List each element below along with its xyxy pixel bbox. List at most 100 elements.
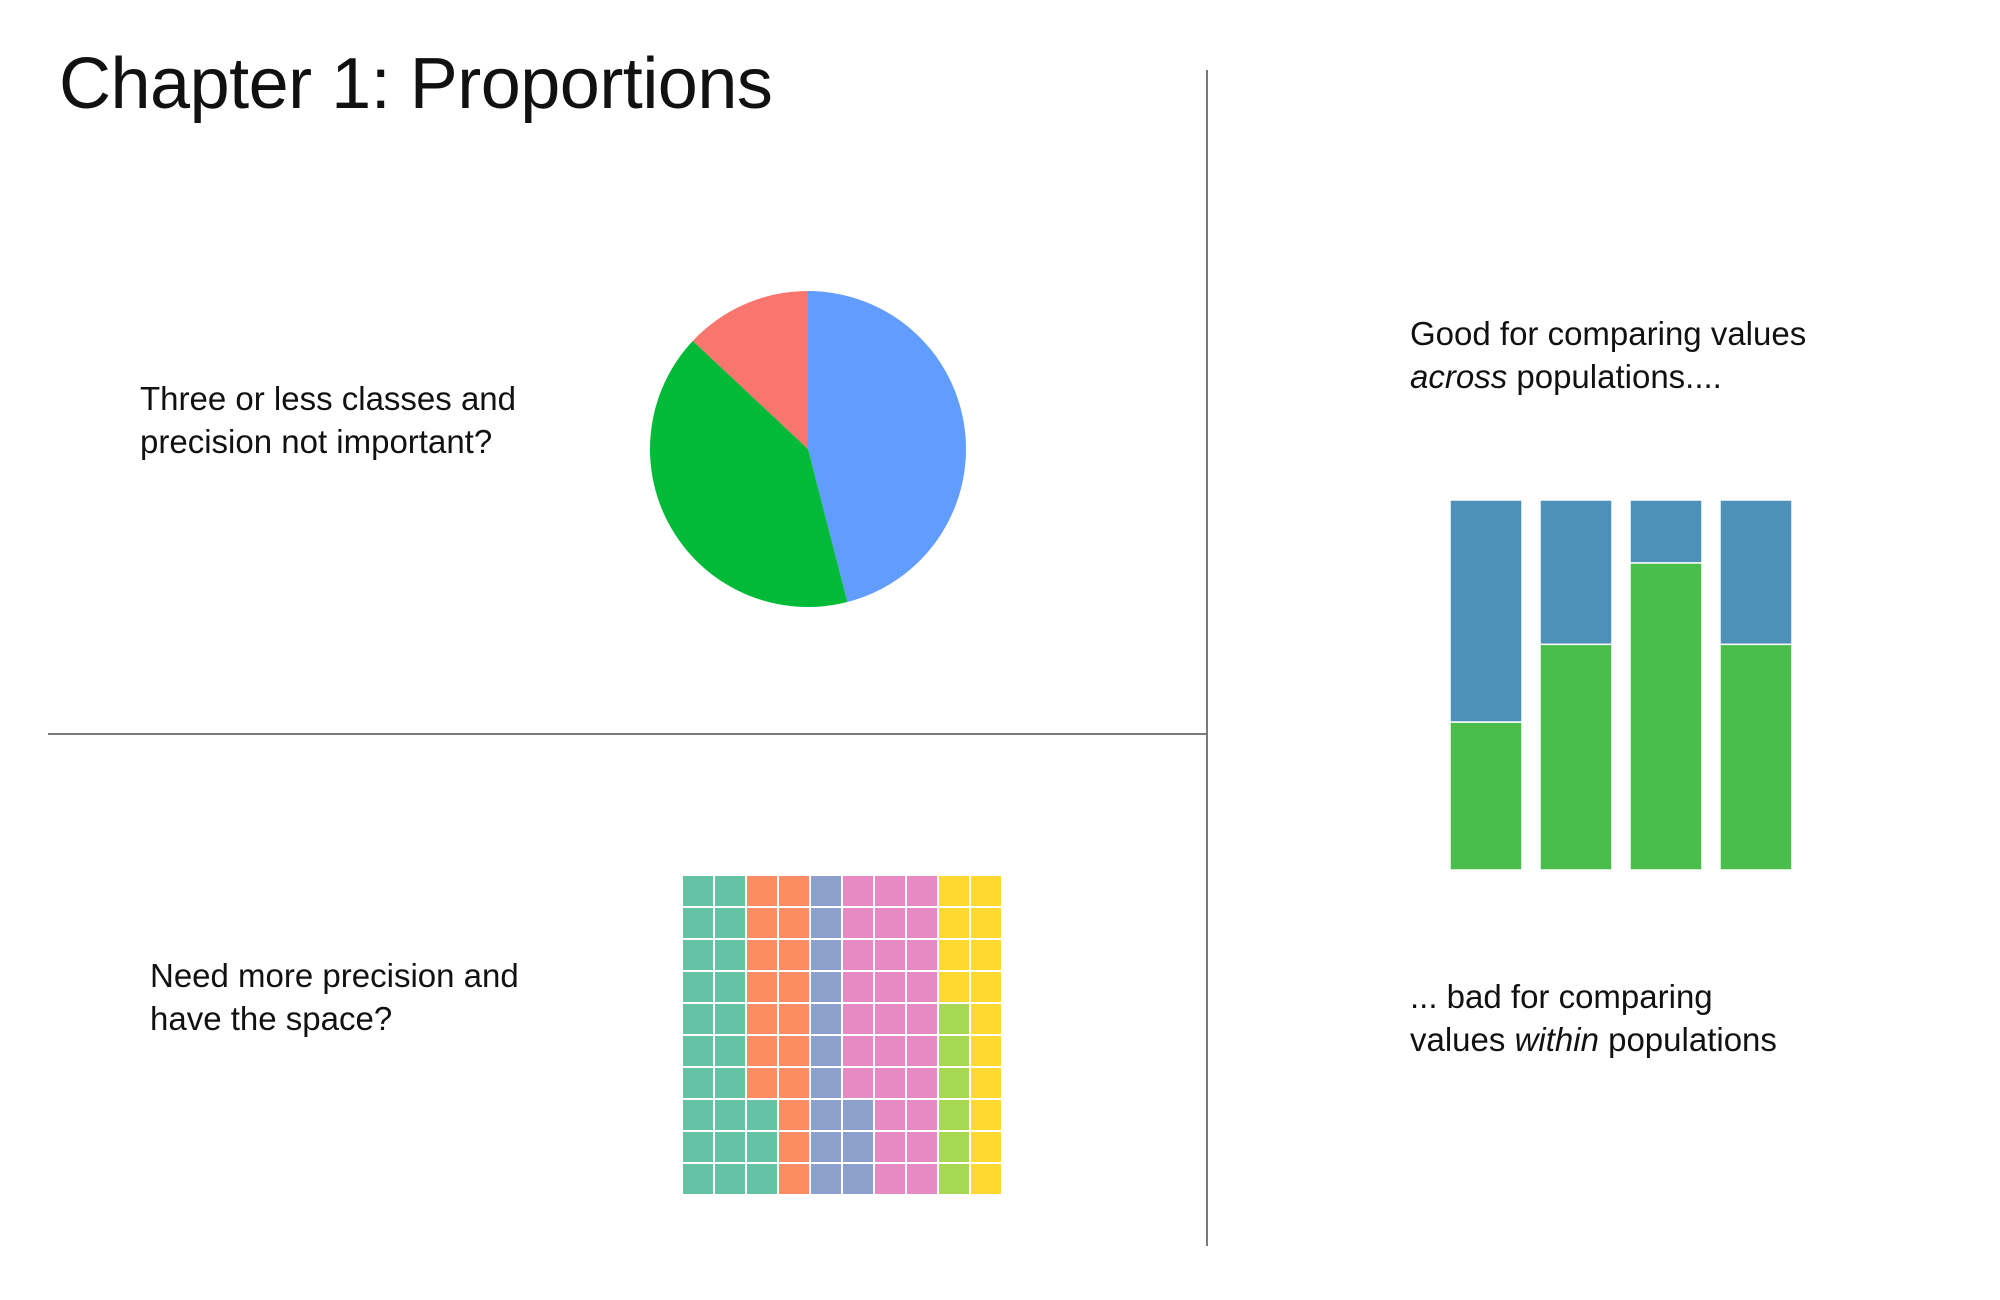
waffle-cell [841, 1034, 875, 1068]
page-title: Chapter 1: Proportions [59, 44, 773, 124]
waffle-cell [873, 1034, 907, 1068]
waffle-cell [777, 938, 811, 972]
waffle-cell [873, 906, 907, 940]
waffle-cell [969, 938, 1003, 972]
waffle-cell [841, 970, 875, 1004]
across-caption: Good for comparing values across populat… [1410, 312, 1806, 398]
waffle-cell [873, 1002, 907, 1036]
waffle-cell [681, 938, 715, 972]
waffle-cell [969, 1034, 1003, 1068]
horizontal-divider [48, 733, 1208, 735]
waffle-cell [809, 906, 843, 940]
waffle-cell [905, 970, 939, 1004]
waffle-cell [777, 970, 811, 1004]
pie-caption: Three or less classes and precision not … [140, 377, 516, 463]
bar-segment-2-bottom [1539, 643, 1613, 871]
waffle-cell [681, 970, 715, 1004]
waffle-cell [937, 874, 971, 908]
waffle-cell [969, 1130, 1003, 1164]
waffle-cell [809, 1162, 843, 1196]
waffle-cell [937, 906, 971, 940]
waffle-cell [681, 1130, 715, 1164]
waffle-cell [809, 1098, 843, 1132]
waffle-cell [745, 1130, 779, 1164]
waffle-cell [777, 1034, 811, 1068]
bar-segment-3-bottom [1629, 562, 1703, 871]
waffle-cell [713, 1098, 747, 1132]
waffle-cell [681, 1002, 715, 1036]
vertical-divider [1206, 70, 1208, 1246]
bar-segment-3-top [1629, 499, 1703, 564]
waffle-cell [745, 1162, 779, 1196]
pie-slice-2 [649, 340, 848, 608]
waffle-cell [937, 1034, 971, 1068]
waffle-cell [809, 874, 843, 908]
waffle-cell [713, 1002, 747, 1036]
waffle-cell [937, 1162, 971, 1196]
waffle-cell [905, 1034, 939, 1068]
waffle-cell [841, 874, 875, 908]
waffle-cell [681, 1034, 715, 1068]
waffle-cell [937, 1098, 971, 1132]
waffle-cell [745, 970, 779, 1004]
waffle-cell [873, 938, 907, 972]
waffle-chart [681, 874, 1003, 1196]
waffle-cell [841, 1066, 875, 1100]
pie-caption-line-2: precision not important? [140, 423, 493, 460]
waffle-cell [905, 1162, 939, 1196]
waffle-cell [809, 1034, 843, 1068]
within-caption: ... bad for comparing values within popu… [1410, 975, 1777, 1061]
waffle-cell [969, 1162, 1003, 1196]
waffle-cell [841, 1002, 875, 1036]
within-caption-emphasis: within [1514, 1021, 1599, 1058]
bar-segment-4-bottom [1719, 643, 1793, 871]
waffle-cell [713, 874, 747, 908]
waffle-cell [713, 938, 747, 972]
waffle-cell [841, 906, 875, 940]
waffle-cell [745, 1002, 779, 1036]
across-caption-rest: populations.... [1507, 358, 1722, 395]
waffle-cell [905, 906, 939, 940]
waffle-cell [969, 970, 1003, 1004]
waffle-cell [809, 938, 843, 972]
waffle-cell [905, 1066, 939, 1100]
across-caption-emphasis: across [1410, 358, 1508, 395]
pie-chart [649, 291, 967, 608]
waffle-cell [681, 874, 715, 908]
within-caption-line-1: ... bad for comparing [1410, 978, 1713, 1015]
within-caption-start: values [1410, 1021, 1515, 1058]
waffle-cell [841, 1130, 875, 1164]
waffle-cell [681, 1098, 715, 1132]
waffle-cell [713, 1034, 747, 1068]
waffle-cell [745, 1066, 779, 1100]
waffle-cell [745, 874, 779, 908]
waffle-cell [873, 1130, 907, 1164]
bar-segment-1-top [1449, 499, 1523, 723]
waffle-cell [777, 1098, 811, 1132]
waffle-caption-line-2: have the space? [150, 1000, 393, 1037]
waffle-cell [969, 906, 1003, 940]
waffle-cell [777, 1002, 811, 1036]
waffle-cell [777, 874, 811, 908]
waffle-cell [809, 1066, 843, 1100]
waffle-cell [777, 1130, 811, 1164]
waffle-cell [745, 906, 779, 940]
bar-segment-2-top [1539, 499, 1613, 646]
waffle-cell [969, 1066, 1003, 1100]
waffle-cell [777, 1162, 811, 1196]
bar-segment-1-bottom [1449, 721, 1523, 871]
waffle-cell [745, 938, 779, 972]
waffle-cell [873, 970, 907, 1004]
waffle-cell [905, 938, 939, 972]
waffle-cell [681, 1066, 715, 1100]
waffle-cell [681, 906, 715, 940]
waffle-cell [745, 1098, 779, 1132]
waffle-cell [937, 1130, 971, 1164]
waffle-cell [713, 1162, 747, 1196]
waffle-cell [937, 938, 971, 972]
waffle-cell [745, 1034, 779, 1068]
waffle-caption-line-1: Need more precision and [150, 957, 519, 994]
waffle-cell [905, 874, 939, 908]
waffle-cell [809, 970, 843, 1004]
waffle-cell [969, 874, 1003, 908]
